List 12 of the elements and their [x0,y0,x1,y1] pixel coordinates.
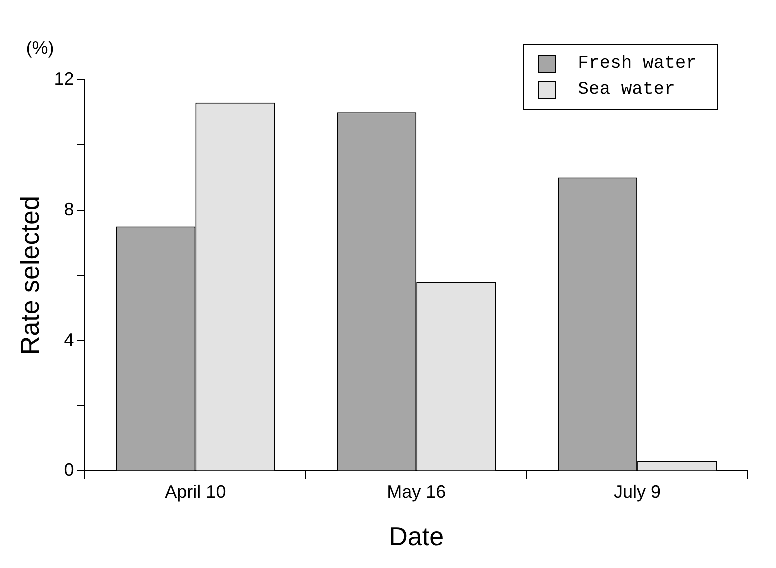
x-tick-label: April 10 [165,482,226,502]
x-tick-label: May 16 [387,482,446,502]
x-axis-title: Date [389,522,444,552]
y-tick-label: 0 [64,460,74,480]
x-tick-label: July 9 [614,482,662,502]
y-tick-label: 12 [54,68,74,89]
y-axis-title: Rate selected [14,196,45,356]
text: (%) [26,38,54,58]
legend-label: Sea water [578,80,676,100]
y-tick-label: 8 [64,199,74,220]
y-tick-label: 4 [64,330,74,350]
legend-label: Fresh water [578,54,697,74]
